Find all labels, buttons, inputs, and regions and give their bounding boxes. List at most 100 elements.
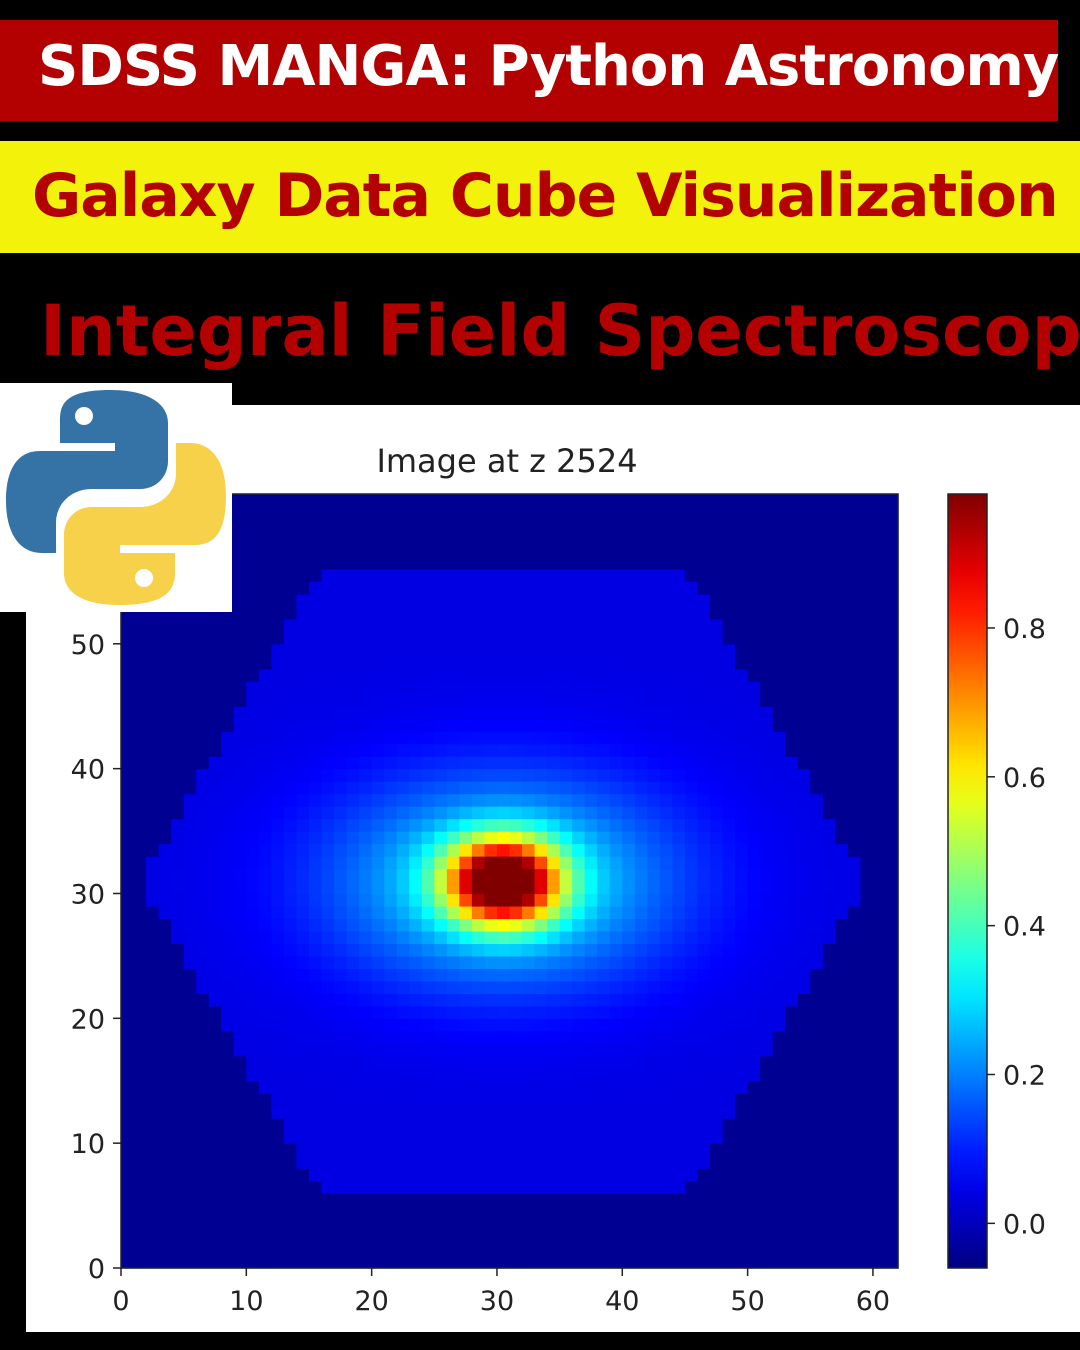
heatmap-cell xyxy=(860,1155,874,1169)
heatmap-cell xyxy=(835,756,849,770)
heatmap-cell xyxy=(371,618,385,632)
heatmap-cell xyxy=(421,1018,435,1032)
heatmap-cell xyxy=(547,856,561,870)
heatmap-cell xyxy=(421,1230,435,1244)
heatmap-cell xyxy=(158,1218,172,1232)
heatmap-cell xyxy=(496,631,511,645)
heatmap-cell xyxy=(509,581,523,595)
heatmap-cell xyxy=(146,1118,160,1132)
heatmap-cell xyxy=(509,618,523,632)
heatmap-cell xyxy=(421,1130,435,1144)
heatmap-cell xyxy=(860,1093,874,1107)
heatmap-cell xyxy=(459,693,473,707)
heatmap-cell xyxy=(534,568,548,582)
heatmap-cell xyxy=(396,843,410,857)
heatmap-cell xyxy=(359,1105,373,1119)
heatmap-cell xyxy=(760,1080,774,1094)
heatmap-cell xyxy=(258,1043,272,1057)
heatmap-cell xyxy=(384,818,398,832)
heatmap-cell xyxy=(158,843,172,857)
heatmap-cell xyxy=(672,1193,686,1207)
heatmap-cell xyxy=(296,768,310,782)
heatmap-cell xyxy=(446,856,460,870)
heatmap-cell xyxy=(434,631,448,645)
heatmap-cell xyxy=(747,681,761,695)
heatmap-cell xyxy=(547,706,561,720)
heatmap-cell xyxy=(697,930,711,945)
heatmap-cell xyxy=(171,706,185,720)
heatmap-cell xyxy=(258,980,272,994)
heatmap-cell xyxy=(496,1255,511,1269)
heatmap-cell xyxy=(471,980,486,994)
heatmap-cell xyxy=(597,1255,611,1269)
heatmap-cell xyxy=(559,856,573,870)
heatmap-cell xyxy=(822,718,836,732)
heatmap-cell xyxy=(484,1068,498,1082)
heatmap-cell xyxy=(647,656,661,670)
heatmap-cell xyxy=(772,843,786,857)
heatmap-cell xyxy=(847,893,861,907)
heatmap-cell xyxy=(747,1180,761,1194)
heatmap-cell xyxy=(283,1093,298,1107)
heatmap-cell xyxy=(221,1255,235,1269)
heatmap-cell xyxy=(121,731,135,745)
heatmap-cell xyxy=(158,993,172,1007)
heatmap-cell xyxy=(221,1118,235,1132)
heatmap-cell xyxy=(822,1030,836,1044)
heatmap-cell xyxy=(396,531,410,545)
heatmap-cell xyxy=(434,643,448,657)
heatmap-cell xyxy=(684,1080,699,1094)
heatmap-cell xyxy=(772,1055,786,1069)
heatmap-cell xyxy=(459,868,473,882)
heatmap-cell xyxy=(459,856,473,870)
heatmap-cell xyxy=(434,1105,448,1119)
heatmap-cell xyxy=(446,631,460,645)
heatmap-cell xyxy=(822,756,836,770)
heatmap-cell xyxy=(735,743,749,757)
heatmap-cell xyxy=(509,831,523,845)
heatmap-cell xyxy=(772,618,786,632)
heatmap-cell xyxy=(233,793,247,807)
heatmap-cell xyxy=(459,955,473,969)
heatmap-cell xyxy=(283,606,298,620)
heatmap-cell xyxy=(810,806,824,820)
heatmap-cell xyxy=(158,1005,172,1019)
heatmap-cell xyxy=(609,693,623,707)
heatmap-cell xyxy=(622,893,636,907)
heatmap-cell xyxy=(760,543,774,558)
heatmap-cell xyxy=(221,893,235,907)
heatmap-cell xyxy=(822,1193,836,1207)
heatmap-cell xyxy=(634,494,648,508)
heatmap-cell xyxy=(760,930,774,945)
heatmap-cell xyxy=(697,1030,711,1044)
heatmap-cell xyxy=(283,856,298,870)
heatmap-cell xyxy=(258,731,272,745)
heatmap-cell xyxy=(860,1193,874,1207)
heatmap-cell xyxy=(196,943,210,957)
heatmap-cell xyxy=(584,1243,598,1257)
heatmap-cell xyxy=(722,1255,736,1269)
heatmap-cell xyxy=(609,1255,623,1269)
heatmap-cell xyxy=(321,856,335,870)
heatmap-cell xyxy=(221,1080,235,1094)
heatmap-cell xyxy=(534,980,548,994)
heatmap-cell xyxy=(371,693,385,707)
heatmap-cell xyxy=(396,918,410,932)
heatmap-cell xyxy=(885,706,899,720)
heatmap-cell xyxy=(885,1155,899,1169)
heatmap-cell xyxy=(772,1243,786,1257)
heatmap-cell xyxy=(196,1030,210,1044)
heatmap-cell xyxy=(772,494,786,508)
heatmap-cell xyxy=(847,881,861,895)
heatmap-cell xyxy=(384,1093,398,1107)
heatmap-cell xyxy=(835,930,849,945)
heatmap-cell xyxy=(384,1230,398,1244)
heatmap-cell xyxy=(622,494,636,508)
heatmap-cell xyxy=(609,831,623,845)
heatmap-cell xyxy=(597,1118,611,1132)
heatmap-cell xyxy=(609,556,623,570)
heatmap-cell xyxy=(622,681,636,695)
heatmap-cell xyxy=(346,543,360,558)
heatmap-cell xyxy=(735,568,749,582)
heatmap-cell xyxy=(359,494,373,508)
